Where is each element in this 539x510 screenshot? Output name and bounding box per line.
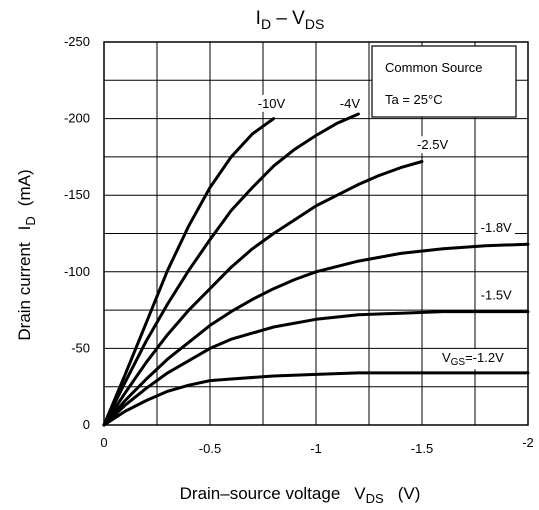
y-axis-label-text: Drain current (15, 242, 34, 341)
tick-labels: 0 -50 -100 -150 -200 -250 0 -0.5 -1 -1.5 -2 (64, 34, 534, 456)
series-line (102, 371, 530, 427)
y-tick-label: 0 (83, 417, 90, 432)
curve-label: -10V (258, 96, 286, 111)
curve-label-group: -2.5V (414, 136, 452, 154)
curve-label-bg (414, 136, 452, 154)
curve-label-group: -1.5V (477, 286, 516, 304)
y-tick-label: -100 (64, 264, 90, 279)
curve-label: -1.8V (481, 220, 512, 235)
x-axis-label: Drain–source voltage VDS (V) (180, 484, 421, 506)
x-tick-label: -2 (522, 435, 534, 450)
chart-title: ID – VDS (256, 8, 325, 32)
x-axis-label-text: Drain–source voltage (180, 484, 341, 503)
x-tick-label: -1 (310, 441, 322, 456)
annotation-line-2: Ta = 25°C (385, 92, 443, 107)
series-line (102, 117, 276, 427)
x-axis-label-sym: V (354, 484, 366, 503)
x-axis-label-sub: DS (366, 491, 384, 506)
series-line (102, 242, 530, 427)
curve-label-group: VGS=-1.2V (438, 349, 508, 370)
y-tick-label: -50 (71, 340, 90, 355)
annotation-box: Common Source Ta = 25°C (371, 45, 517, 118)
curve-label-group: -4V (336, 94, 364, 112)
y-tick-label: -150 (64, 187, 90, 202)
curve-label: VGS=-1.2V (442, 350, 504, 368)
x-tick-label: 0 (100, 435, 107, 450)
x-tick-label: -1.5 (411, 441, 433, 456)
annotation-line-1: Common Source (385, 60, 483, 75)
curve-label-bg (254, 94, 289, 112)
curve-label-group: -10V (254, 94, 289, 112)
y-axis-label: Drain current ID (mA) (15, 169, 38, 340)
y-tick-label: -200 (64, 111, 90, 126)
plot-frame (103, 41, 529, 426)
curve-label-bg (477, 218, 516, 236)
series-line (102, 310, 530, 427)
x-tick-label: -0.5 (199, 441, 221, 456)
y-axis-label-sym: I (15, 226, 34, 231)
series-curves (102, 112, 530, 427)
chart-title-sub: D (261, 16, 271, 32)
curve-label-bg (438, 349, 508, 370)
plot-area (103, 41, 529, 426)
curve-label-bg (336, 94, 364, 112)
chart-title-sub2: DS (305, 16, 324, 32)
chart-title-mid: – V (271, 8, 305, 29)
series-line (102, 160, 424, 427)
curve-label: -4V (340, 96, 361, 111)
x-axis-label-unit: (V) (398, 484, 421, 503)
y-tick-label: -250 (64, 34, 90, 49)
curve-labels: -10V -4V -2.5V -1.8V -1.5V VGS=-1.2V (254, 94, 516, 370)
series-line (102, 112, 360, 427)
y-axis-label-unit: (mA) (15, 169, 34, 206)
curve-label-group: -1.8V (477, 218, 516, 236)
curve-label-bg (477, 286, 516, 304)
y-axis-label-sub: D (23, 216, 38, 225)
curve-label: -1.5V (481, 287, 512, 302)
annotation-box-frame (371, 45, 517, 118)
curve-label: -2.5V (417, 137, 448, 152)
chart-title-base: I (256, 8, 261, 29)
